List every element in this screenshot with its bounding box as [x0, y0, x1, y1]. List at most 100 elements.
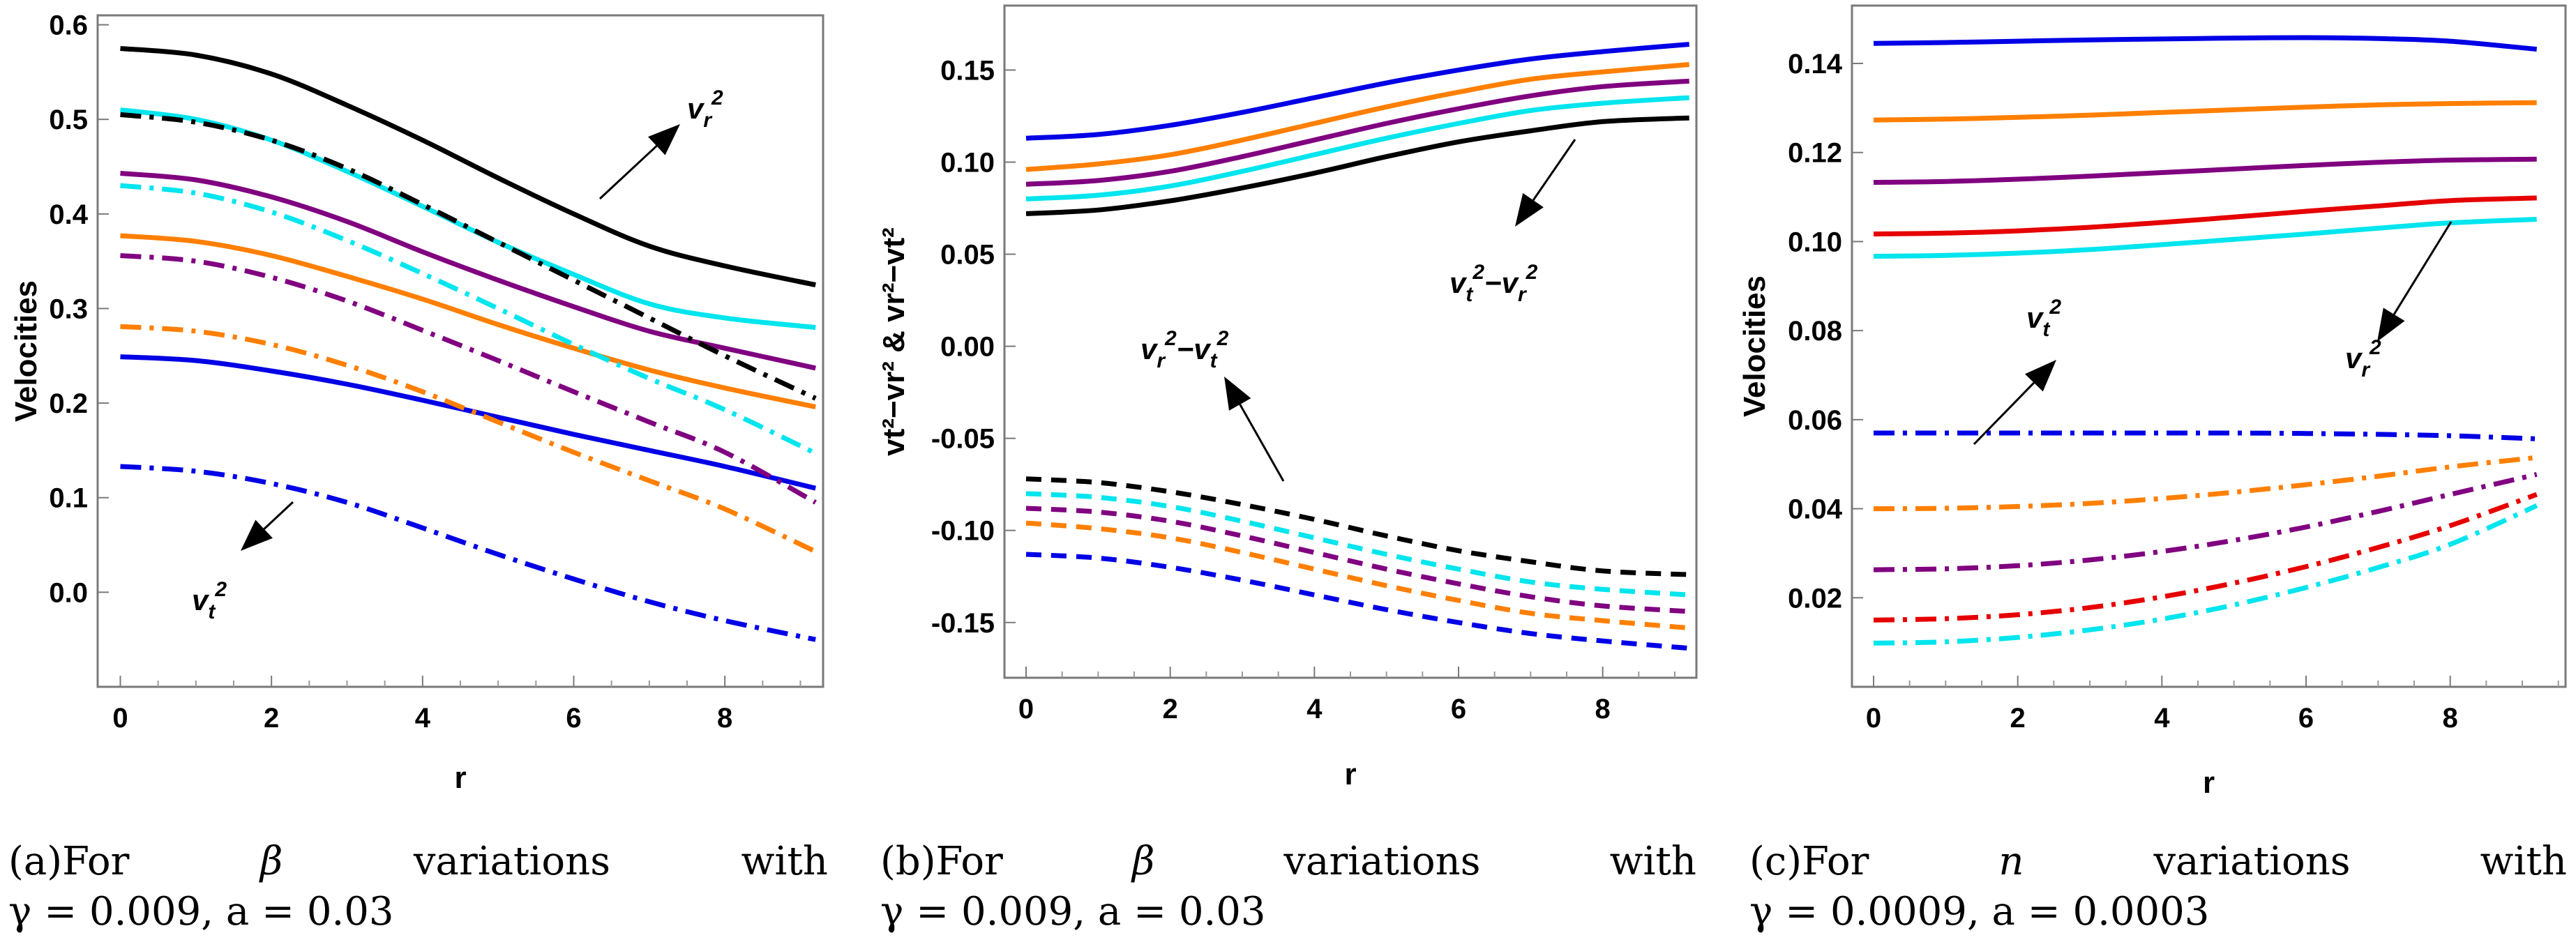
- series-line-4: [1025, 95, 1689, 202]
- series-line-3: [1873, 156, 2537, 185]
- y-tick-label: 0.14: [1788, 49, 1843, 79]
- caption-c-with: with: [2480, 839, 2567, 884]
- x-tick-label: 8: [1595, 694, 1611, 724]
- series-line-6: [1025, 476, 1689, 577]
- caption-b-word: variations: [1283, 839, 1481, 884]
- caption-a: (a)For β variations with γ = 0.009, a = …: [8, 837, 828, 937]
- series-line-6: [1874, 430, 2537, 441]
- series-line-7: [1025, 491, 1689, 598]
- y-tick-label: 0.1: [49, 483, 88, 514]
- caption-a-param: β: [259, 839, 283, 884]
- caption-c-params: γ = 0.0009, a = 0.0003: [1749, 889, 2210, 934]
- x-tick-label: 0: [112, 703, 128, 734]
- y-tick-label: 0.12: [1788, 138, 1842, 169]
- caption-c-param: n: [1998, 839, 2024, 884]
- x-tick-label: 6: [566, 703, 581, 734]
- arrow-vr2: [598, 124, 680, 200]
- series-line-9: [120, 324, 817, 554]
- y-tick-label: 0.5: [49, 105, 88, 135]
- x-axis-title: r: [2203, 766, 2215, 800]
- arrow-vr2-c: [2377, 221, 2453, 342]
- y-tick-label: 0.3: [49, 294, 88, 324]
- y-axis-title: Velocities: [1738, 275, 1772, 417]
- caption-b: (b)For β variations with γ = 0.009, a = …: [880, 837, 1696, 937]
- annotation-vr2-minus-vt2: vr2−vt2: [1140, 327, 1229, 372]
- caption-b-param: β: [1131, 839, 1155, 884]
- y-tick-label: 0.10: [940, 147, 995, 178]
- arrow-vr2-head: [648, 124, 680, 155]
- y-tick-label: 0.06: [1788, 405, 1842, 436]
- annotation-vt2: vt2: [192, 578, 227, 623]
- x-tick-label: 0: [1866, 703, 1881, 734]
- arrow-vr2-minus-vt2: [1224, 377, 1285, 482]
- x-tick-label: 4: [2154, 703, 2170, 734]
- y-tick-label: 0.02: [1788, 583, 1842, 614]
- caption-a-params: γ = 0.009, a = 0.03: [8, 889, 394, 934]
- y-tick-label: 0.00: [940, 332, 995, 363]
- series-line-7: [120, 183, 817, 456]
- series-line-8: [1025, 506, 1689, 614]
- y-tick-label: 0.0: [49, 577, 88, 608]
- caption-a-with: with: [741, 839, 828, 884]
- y-tick-label: 0.6: [49, 10, 88, 41]
- series-line-5: [1873, 217, 2537, 259]
- caption-c-label: (c)For: [1749, 839, 1869, 884]
- series-line-10: [1873, 503, 2538, 646]
- arrow-vr2-minus-vt2-shaft: [1239, 404, 1285, 482]
- series-line-7: [1873, 455, 2538, 512]
- arrow-vr2-c-head: [2377, 308, 2405, 342]
- chart-panel-b: 0 2 4 6 8 -0.15 -0.10 -0.05 0.00 0.05 0.10 0.15 r vt²…: [877, 4, 1698, 791]
- y-tick-label: 0.10: [1788, 227, 1842, 257]
- series-line-3: [1025, 78, 1689, 187]
- annotation-vt2-minus-vr2: vt2−vr2: [1449, 261, 1538, 306]
- series-line-3: [120, 171, 816, 371]
- x-axis-title: r: [454, 761, 466, 795]
- series-line-10: [1025, 552, 1689, 651]
- x-tick-label: 8: [2443, 703, 2458, 734]
- caption-a-label: (a)For: [8, 839, 130, 884]
- x-tick-label: 2: [2010, 703, 2026, 734]
- arrow-vt2-c-shaft: [1973, 381, 2035, 446]
- chart-panel-c: 0 2 4 6 8 0.02 0.04 0.06 0.08 0.10 0.12 0.14 r Veloci…: [1738, 4, 2567, 800]
- caption-a-word: variations: [413, 839, 610, 884]
- arrow-vt2-minus-vr2-head: [1515, 192, 1544, 227]
- annotation-vr2-c: vr2: [2345, 336, 2381, 381]
- series-line-6: [120, 112, 817, 401]
- y-tick-label: -0.05: [931, 424, 995, 455]
- caption-b-label: (b)For: [880, 839, 1003, 884]
- annotation-vt2-c: vt2: [2026, 296, 2061, 341]
- series-line-1: [120, 46, 816, 288]
- arrow-vr2-c-shaft: [2393, 221, 2453, 315]
- x-tick-label: 2: [1163, 694, 1178, 724]
- series-line-1: [1873, 35, 2538, 52]
- x-tick-label: 6: [1451, 694, 1466, 724]
- series-line-2: [1025, 62, 1690, 172]
- series-line-10: [120, 464, 816, 642]
- y-tick-label: 0.05: [940, 240, 995, 271]
- caption-b-with: with: [1609, 839, 1696, 884]
- arrow-vt2-head: [241, 519, 273, 551]
- y-tick-label: 0.08: [1788, 316, 1842, 347]
- series-line-5: [1025, 115, 1689, 216]
- arrow-vr2-minus-vt2-head: [1224, 377, 1251, 411]
- x-tick-label: 8: [717, 703, 732, 734]
- figure: 0 2 4 6 8 0.0 0.1 0.2 0.3 0.4 0.5 0.6 r Velocities vr2…: [9, 4, 2567, 800]
- series-line-5: [120, 354, 817, 491]
- y-tick-label: -0.15: [931, 608, 995, 639]
- x-axis-title: r: [1344, 757, 1356, 791]
- y-axis-title: Velocities: [9, 280, 43, 422]
- arrow-vt2-minus-vr2: [1515, 139, 1576, 227]
- caption-c: (c)For n variations with γ = 0.0009, a =…: [1749, 837, 2567, 937]
- y-tick-label: 0.15: [940, 55, 995, 86]
- series-line-8: [120, 253, 817, 505]
- y-tick-label: 0.4: [49, 199, 88, 230]
- annotation-vr2: vr2: [687, 86, 723, 132]
- x-tick-label: 2: [264, 703, 279, 734]
- arrow-vt2-c: [1973, 360, 2056, 446]
- series-line-2: [1873, 100, 2537, 123]
- caption-b-params: γ = 0.009, a = 0.03: [880, 889, 1266, 934]
- x-tick-label: 6: [2298, 703, 2314, 734]
- plot-frame: [1851, 4, 2567, 688]
- x-tick-label: 4: [415, 703, 431, 734]
- x-tick-label: 4: [1306, 694, 1323, 724]
